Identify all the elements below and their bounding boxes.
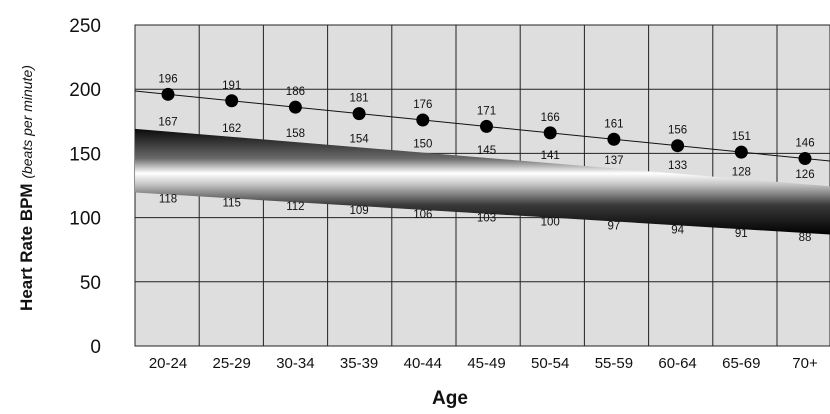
lower-zone-label: 106	[413, 209, 432, 221]
lower-zone-label: 97	[608, 220, 621, 232]
upper-zone-label: 126	[795, 169, 814, 181]
max-heart-rate-label: 171	[477, 105, 496, 117]
upper-zone-label: 141	[541, 150, 560, 162]
lower-zone-label: 88	[799, 232, 812, 244]
max-heart-rate-label: 176	[413, 99, 432, 111]
max-heart-rate-label: 151	[732, 131, 751, 143]
upper-zone-label: 167	[158, 117, 177, 129]
y-tick-label: 250	[69, 16, 101, 37]
lower-zone-label: 103	[477, 213, 496, 225]
x-tick-label: 60-64	[658, 355, 696, 372]
max-heart-rate-point	[352, 107, 366, 121]
upper-zone-label: 154	[350, 133, 370, 145]
upper-zone-label: 150	[413, 138, 432, 150]
max-heart-rate-label: 161	[604, 118, 623, 130]
x-tick-label: 35-39	[340, 355, 378, 372]
lower-zone-label: 118	[159, 193, 177, 205]
max-heart-rate-point	[798, 152, 812, 166]
x-tick-label: 50-54	[531, 355, 569, 372]
lower-zone-label: 94	[671, 224, 684, 236]
y-tick-label: 50	[80, 273, 101, 294]
x-tick-label: 20-24	[149, 355, 187, 372]
x-tick-label: 40-44	[404, 355, 442, 372]
max-heart-rate-point	[607, 132, 621, 146]
x-tick-label: 65-69	[722, 355, 760, 372]
max-heart-rate-label: 181	[350, 93, 369, 105]
max-heart-rate-point	[734, 145, 748, 159]
y-tick-label: 150	[69, 144, 101, 165]
lower-zone-label: 91	[735, 228, 748, 240]
upper-zone-label: 137	[604, 155, 623, 167]
upper-zone-label: 128	[732, 167, 751, 179]
max-heart-rate-point	[480, 119, 493, 133]
y-tick-label: 0	[90, 337, 101, 358]
x-tick-label: 25-29	[213, 355, 251, 372]
max-heart-rate-point	[225, 94, 239, 108]
max-heart-rate-point	[416, 113, 430, 127]
x-tick-label: 70+	[792, 355, 818, 372]
x-tick-label: 30-34	[276, 355, 314, 372]
y-tick-label: 100	[69, 209, 101, 230]
x-tick-label: 45-49	[467, 355, 505, 372]
lower-zone-label: 100	[541, 217, 560, 229]
max-heart-rate-label: 196	[158, 73, 177, 85]
y-axis-label: Heart Rate BPM (beats per minute)	[17, 65, 36, 311]
max-heart-rate-point	[671, 139, 685, 153]
lower-zone-label: 109	[350, 205, 369, 217]
y-tick-label: 200	[69, 80, 101, 101]
max-heart-rate-point	[543, 126, 557, 140]
x-axis-label: Age	[432, 388, 468, 409]
x-tick-label: 55-59	[595, 355, 633, 372]
upper-zone-label: 162	[222, 123, 241, 135]
max-heart-rate-label: 186	[286, 86, 305, 98]
target-zone-band	[135, 128, 830, 235]
max-heart-rate-label: 146	[795, 138, 814, 150]
max-heart-rate-label: 156	[668, 125, 687, 137]
lower-zone-label: 112	[286, 201, 304, 213]
upper-zone-label: 158	[286, 128, 305, 140]
lower-zone-label: 115	[223, 197, 241, 209]
max-heart-rate-label: 191	[222, 80, 241, 92]
max-heart-rate-label: 166	[541, 112, 560, 124]
upper-zone-label: 133	[668, 160, 687, 172]
max-heart-rate-point	[288, 100, 302, 114]
upper-zone-label: 145	[477, 145, 496, 157]
max-heart-rate-point	[161, 87, 175, 101]
